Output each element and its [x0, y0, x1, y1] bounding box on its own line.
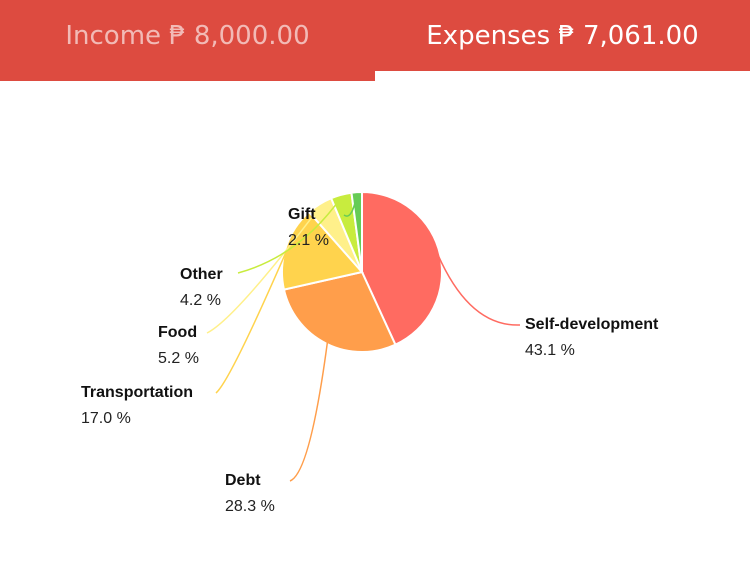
slice-label-transportation: Transportation — [81, 384, 193, 401]
leader-line-other — [237, 196, 343, 274]
expense-pie-chart: Self-development 43.1 % Debt 28.3 % Transpor… — [81, 190, 659, 515]
active-tab-indicator — [375, 71, 750, 81]
slice-percent-food: 5.2 % — [158, 350, 199, 367]
tab-income[interactable]: Income ₱ 8,000.00 — [0, 0, 375, 72]
slice-percent-self-development: 43.1 % — [525, 342, 575, 359]
slice-label-other: Other — [180, 266, 223, 283]
tab-income-amount: ₱ 8,000.00 — [169, 21, 310, 51]
pie-slice-self-development[interactable] — [361, 190, 443, 347]
slice-label-self-development: Self-development — [525, 316, 659, 333]
leader-line-food — [206, 205, 322, 334]
slice-percent-other: 4.2 % — [180, 292, 221, 309]
tab-expenses[interactable]: Expenses ₱ 7,061.00 — [375, 0, 750, 72]
leader-line-self-development — [437, 255, 521, 326]
leader-line-gift — [343, 194, 358, 217]
tab-expenses-amount: ₱ 7,061.00 — [558, 21, 699, 51]
tab-bar: Income ₱ 8,000.00 Expenses ₱ 7,061.00 — [0, 0, 750, 81]
slice-percent-debt: 28.3 % — [225, 498, 275, 515]
pie-slice-gift[interactable] — [350, 190, 363, 273]
leader-line-transportation — [215, 247, 289, 394]
slice-label-debt: Debt — [225, 472, 261, 489]
slice-label-gift: Gift — [288, 206, 316, 223]
slice-label-food: Food — [158, 324, 197, 341]
slice-percent-gift: 2.1 % — [288, 232, 329, 249]
pie-slice-transportation[interactable] — [281, 210, 364, 291]
expense-chart-area: Self-development 43.1 % Debt 28.3 % Transpor… — [0, 81, 750, 574]
tab-expenses-label: Expenses — [426, 21, 551, 51]
pie-slices — [281, 190, 443, 353]
tab-income-label: Income — [65, 21, 162, 51]
slice-percent-transportation: 17.0 % — [81, 410, 131, 427]
leader-line-debt — [289, 341, 329, 482]
